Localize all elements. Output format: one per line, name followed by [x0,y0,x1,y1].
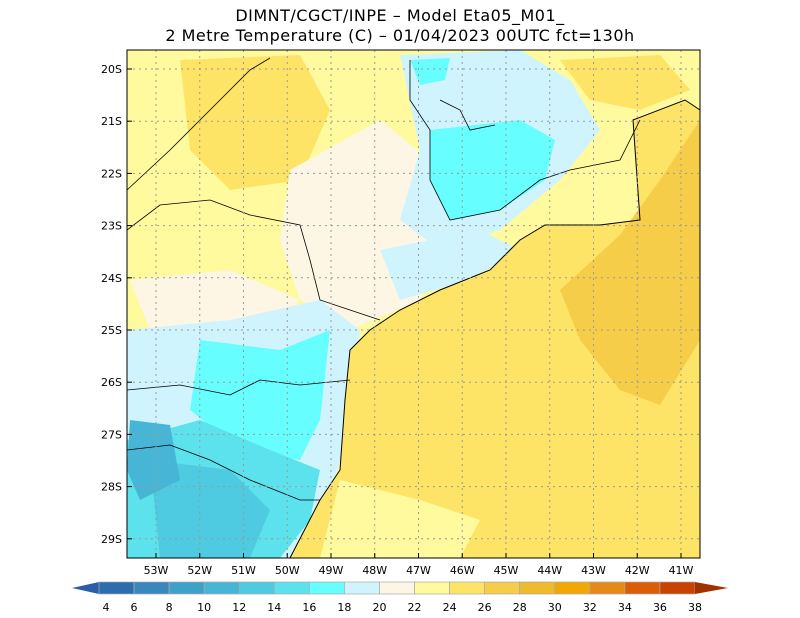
colorbar-swatch [554,581,591,595]
lat-tick-label: 22S [101,167,122,180]
coastline [289,99,700,558]
lon-tick-label: 49W [319,564,344,577]
field-24-26-ne [560,55,690,110]
border-sc-rs [127,444,320,501]
colorbar-label: 12 [232,601,246,614]
colorbar-label: 8 [166,601,173,614]
colorbar-swatch [98,581,135,595]
colorbar: 4 6 8 10 12 14 16 18 20 22 24 26 28 30 32 34 36 38 [72,581,728,614]
lat-tick-label: 29S [101,533,122,546]
colorbar-swatch [168,581,205,595]
field-10-12 [127,420,180,500]
colorbar-label: 4 [103,601,110,614]
colorbar-label: 14 [267,601,281,614]
temperature-field [127,50,700,558]
colorbar-swatch [589,581,626,595]
colorbar-swatch [414,581,450,595]
colorbar-label: 30 [548,601,562,614]
colorbar-label: 16 [302,601,316,614]
colorbar-swatch [484,581,521,595]
colorbar-label: 38 [688,601,702,614]
chart-title-line2: 2 Metre Temperature (C) – 01/04/2023 00U… [165,26,635,45]
lon-tick-label: 45W [494,564,519,577]
lat-tick-label: 21S [101,115,122,128]
lon-tick-label: 43W [581,564,606,577]
colorbar-swatch [659,581,696,595]
colorbar-low-arrow [72,582,99,594]
colorbar-swatch [624,581,661,595]
border-sp-mg [409,60,641,221]
colorbar-label: 26 [478,601,492,614]
colorbar-swatch [344,581,380,595]
colorbar-label: 28 [513,601,527,614]
field-18-20-coast [380,230,520,300]
lon-tick-label: 50W [275,564,300,577]
lat-tick-label: 24S [101,272,122,285]
colorbar-label: 36 [653,601,667,614]
reservoir [439,99,496,131]
lat-tick-label: 20S [101,63,122,76]
lat-tick-label: 27S [101,428,122,441]
colorbar-label: 6 [131,601,138,614]
field-12-14 [150,460,270,558]
chart-title-line1: DIMNT/CGCT/INPE – Model Eta05_M01_ [235,6,565,25]
colorbar-label: 24 [443,601,457,614]
field-16-18-mg [410,58,450,85]
border-sp-pr [127,199,381,321]
lat-tick-label: 26S [101,376,122,389]
lat-tick-label: 28S [101,481,122,494]
lon-tick-label: 41W [669,564,694,577]
lat-axis: 20S 21S 22S 23S 24S 25S 26S 27S 28S 29S [101,63,132,546]
colorbar-swatch [519,581,556,595]
colorbar-swatch [309,581,345,595]
field-24-26-inland [180,55,330,190]
lon-tick-label: 42W [625,564,650,577]
lon-tick-label: 51W [231,564,256,577]
colorbar-swatch [238,581,275,595]
lon-tick-label: 48W [362,564,387,577]
lon-tick-label: 47W [406,564,431,577]
colorbar-label: 10 [197,601,211,614]
colorbar-swatch [449,581,485,595]
field-16-18-sc [190,330,330,460]
colorbar-swatch [203,581,240,595]
map-frame [126,49,701,559]
lon-axis: 53W 52W 51W 50W 49W 48W 47W 46W 45W 44W 43W 42W 41W [144,553,694,577]
colorbar-swatch [379,581,415,595]
lon-tick-label: 52W [187,564,212,577]
border-ms [127,57,271,191]
colorbar-swatch [273,581,310,595]
border-pr-sc [127,379,351,396]
colorbar-label: 18 [337,601,351,614]
colorbar-label: 20 [372,601,386,614]
lon-tick-label: 53W [144,564,169,577]
lat-tick-label: 25S [101,324,122,337]
colorbar-label: 22 [408,601,422,614]
ocean-field-24-26 [290,100,700,558]
lon-tick-label: 46W [450,564,475,577]
colorbar-high-arrow [695,582,728,594]
lon-tick-label: 44W [537,564,562,577]
graticule [127,50,700,558]
colorbar-label: 32 [583,601,597,614]
lat-tick-label: 23S [101,220,122,233]
colorbar-swatch [133,581,170,595]
ocean-field-26-28 [560,120,700,405]
field-16-18-sp [430,120,555,220]
colorbar-label: 34 [618,601,632,614]
